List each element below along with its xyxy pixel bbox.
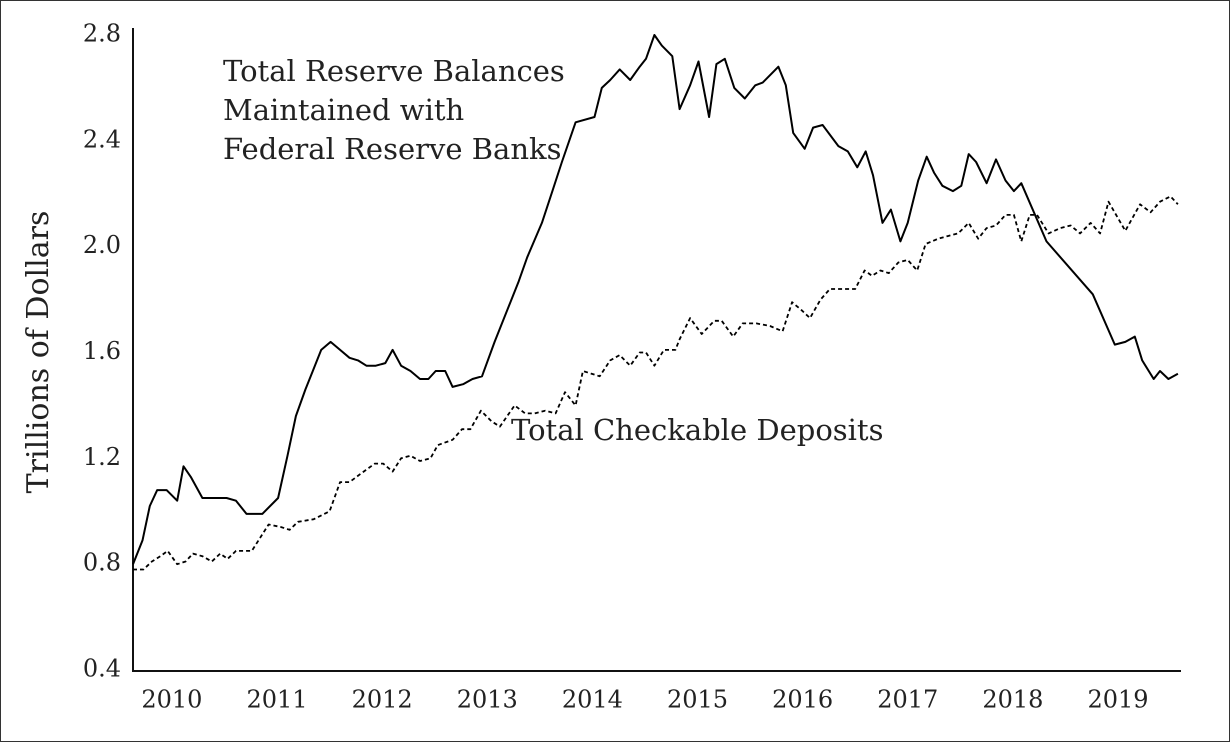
y-tick-label: 2.4	[83, 125, 121, 153]
x-tick-label: 2011	[246, 686, 307, 714]
annotation: Total Reserve Balances	[223, 54, 565, 88]
y-tick-label: 0.4	[83, 655, 121, 683]
x-tick-label: 2015	[667, 686, 728, 714]
annotation: Maintained with	[223, 93, 464, 127]
x-tick-label: 2012	[352, 686, 413, 714]
x-tick-label: 2013	[457, 686, 518, 714]
line-series	[132, 34, 1179, 565]
y-tick-label: 1.2	[83, 443, 121, 471]
y-tick-label: 2.8	[83, 20, 121, 48]
x-tick-label: 2010	[141, 686, 202, 714]
x-tick-label: 2018	[982, 686, 1043, 714]
y-tick-label: 2.0	[83, 231, 121, 259]
annotation: Total Checkable Deposits	[511, 413, 883, 447]
y-axis-label: Trillions of Dollars	[21, 211, 56, 494]
line-series	[133, 195, 1179, 571]
x-tick-label: 2017	[877, 686, 938, 714]
y-tick-label: 1.6	[83, 337, 121, 365]
y-tick-label: 0.8	[83, 549, 121, 577]
annotation: Federal Reserve Banks	[223, 132, 561, 166]
x-tick-label: 2014	[562, 686, 623, 714]
x-tick-label: 2019	[1087, 686, 1148, 714]
x-tick-label: 2016	[772, 686, 833, 714]
